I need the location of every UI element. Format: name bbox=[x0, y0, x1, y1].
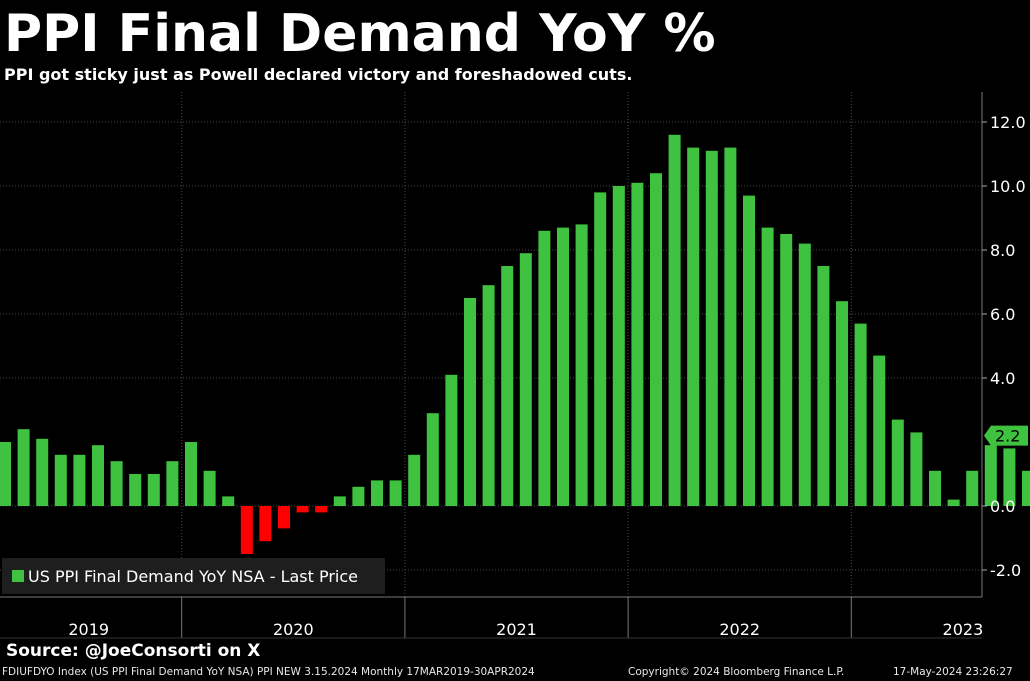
x-year-label: 2023 bbox=[943, 620, 984, 639]
bar bbox=[259, 506, 272, 542]
bar bbox=[222, 496, 235, 506]
bar bbox=[854, 323, 867, 506]
bar bbox=[891, 419, 904, 506]
bars-layer bbox=[0, 134, 1030, 554]
y-tick-label: 0.0 bbox=[990, 497, 1015, 516]
bar bbox=[1022, 470, 1030, 506]
bar bbox=[389, 480, 402, 506]
bar bbox=[203, 470, 216, 506]
bar bbox=[352, 486, 365, 506]
bar bbox=[315, 506, 328, 513]
bar bbox=[36, 438, 49, 506]
bar bbox=[966, 470, 979, 506]
last-value-label: 2.2 bbox=[995, 427, 1020, 446]
bar bbox=[724, 147, 737, 506]
bar bbox=[761, 227, 774, 506]
bar bbox=[482, 285, 495, 506]
bar bbox=[445, 374, 458, 506]
y-tick-label: 10.0 bbox=[990, 177, 1026, 196]
bar bbox=[296, 506, 309, 513]
bar bbox=[54, 454, 67, 506]
bar bbox=[408, 454, 421, 506]
bar bbox=[929, 470, 941, 506]
bar bbox=[1003, 448, 1016, 506]
legend: US PPI Final Demand YoY NSA - Last Price bbox=[2, 558, 385, 594]
chart-title: PPI Final Demand YoY % bbox=[4, 4, 716, 64]
x-year-label: 2021 bbox=[496, 620, 537, 639]
bar bbox=[817, 266, 830, 506]
bar bbox=[426, 413, 439, 506]
bar bbox=[110, 461, 123, 506]
bar bbox=[147, 474, 160, 506]
bar bbox=[17, 429, 30, 506]
bar bbox=[278, 506, 290, 529]
footer-series-info: FDIUFDYO Index (US PPI Final Demand YoY … bbox=[2, 666, 535, 678]
bar bbox=[780, 234, 793, 506]
legend-label: US PPI Final Demand YoY NSA - Last Price bbox=[28, 566, 359, 586]
y-tick-label: -2.0 bbox=[990, 561, 1021, 580]
y-tick-label: 8.0 bbox=[990, 241, 1015, 260]
bar bbox=[631, 182, 644, 507]
bar bbox=[705, 150, 718, 507]
bar bbox=[371, 480, 383, 506]
y-tick-label: 4.0 bbox=[990, 369, 1015, 388]
bar bbox=[240, 506, 253, 554]
bar bbox=[92, 445, 104, 506]
axis-layer: 12.0 10.0 8.0 6.0 4.0 0.0 -2.0 2019 2020 2021 2022… bbox=[0, 92, 1028, 639]
bar bbox=[947, 499, 960, 506]
footer-copyright: Copyright© 2024 Bloomberg Finance L.P. bbox=[628, 666, 845, 678]
bar bbox=[557, 227, 569, 506]
bar bbox=[687, 147, 700, 506]
bar bbox=[594, 192, 607, 506]
legend-swatch bbox=[12, 570, 24, 582]
x-year-label: 2022 bbox=[719, 620, 760, 639]
y-tick-label: 6.0 bbox=[990, 305, 1015, 324]
last-value-box bbox=[984, 425, 1028, 446]
bar bbox=[575, 224, 588, 506]
chart-subtitle: PPI got sticky just as Powell declared v… bbox=[4, 65, 633, 84]
bar bbox=[129, 474, 142, 506]
last-value-marker: 2.2 bbox=[984, 425, 1028, 446]
x-year-label: 2019 bbox=[68, 620, 109, 639]
bar bbox=[836, 301, 848, 506]
bar bbox=[743, 195, 755, 506]
bar bbox=[612, 186, 625, 506]
grid-layer bbox=[0, 92, 982, 597]
bar bbox=[464, 298, 476, 506]
bar bbox=[538, 230, 551, 507]
bar bbox=[166, 461, 179, 506]
source-note: Source: @JoeConsorti on X bbox=[6, 641, 261, 661]
bar bbox=[0, 442, 11, 506]
bar bbox=[519, 253, 532, 506]
bar bbox=[501, 266, 514, 506]
y-tick-label: 12.0 bbox=[990, 113, 1026, 132]
bar bbox=[650, 173, 662, 506]
x-year-label: 2020 bbox=[273, 620, 314, 639]
bar bbox=[984, 445, 997, 506]
footer-timestamp: 17-May-2024 23:26:27 bbox=[893, 666, 1013, 678]
bar bbox=[798, 243, 811, 506]
bar bbox=[185, 442, 197, 506]
bar bbox=[333, 496, 346, 506]
bar bbox=[910, 432, 923, 506]
bar bbox=[73, 454, 86, 506]
bar bbox=[668, 134, 681, 507]
bar bbox=[873, 355, 886, 506]
